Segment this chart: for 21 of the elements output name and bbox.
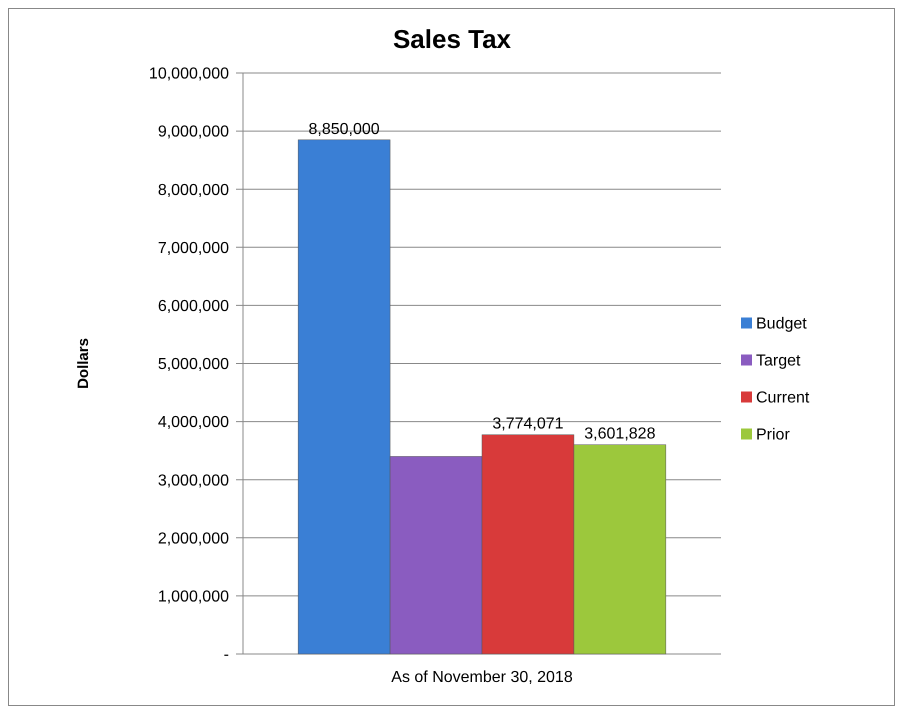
- data-label: 3,774,071: [492, 416, 564, 433]
- legend-label: Budget: [756, 316, 808, 332]
- y-tick-label: 9,000,000: [158, 124, 230, 141]
- data-label: 3,601,828: [584, 426, 656, 443]
- y-tick-label: 2,000,000: [158, 530, 230, 548]
- x-tick-label: As of November 30, 2018: [391, 669, 573, 686]
- y-tick-label: 1,000,000: [158, 588, 230, 606]
- y-tick-label: 3,000,000: [158, 472, 230, 490]
- legend-label: Current: [756, 390, 810, 406]
- legend-label: Prior: [756, 426, 790, 444]
- y-tick-label: 7,000,000: [158, 240, 230, 257]
- legend-label: Target: [756, 352, 802, 370]
- y-tick-label: -: [224, 646, 229, 664]
- data-label: 8,850,000: [308, 120, 380, 138]
- y-tick-label: 6,000,000: [158, 298, 230, 315]
- y-tick-label: 8,000,000: [158, 182, 230, 199]
- y-axis-title: Dollars: [75, 338, 92, 389]
- y-tick-label: 4,000,000: [158, 414, 230, 432]
- y-tick-label: 5,000,000: [158, 356, 230, 374]
- y-tick-label: 10,000,000: [148, 66, 230, 83]
- chart-title: Sales Tax: [392, 24, 512, 54]
